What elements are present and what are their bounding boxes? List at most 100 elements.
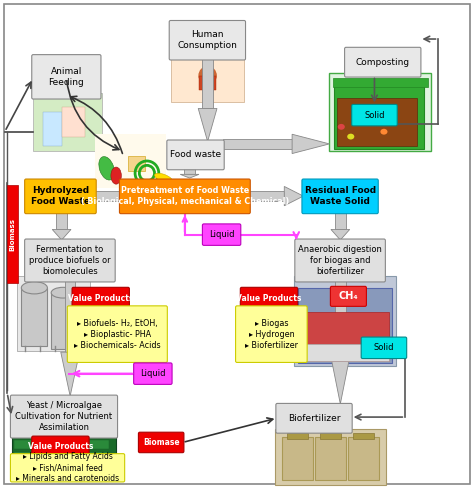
Text: Solid: Solid	[364, 111, 385, 120]
Bar	[335, 281, 346, 357]
Polygon shape	[331, 229, 350, 240]
Bar	[334, 85, 424, 149]
Bar	[128, 156, 145, 171]
Bar	[33, 93, 102, 151]
Text: Value Products: Value Products	[68, 294, 133, 303]
Text: Value Products: Value Products	[237, 294, 301, 303]
Text: Composting: Composting	[356, 58, 410, 67]
FancyBboxPatch shape	[25, 179, 96, 214]
Text: ▸ Biogas
▸ Hydrogen
▸ Biofertilizer: ▸ Biogas ▸ Hydrogen ▸ Biofertilizer	[245, 319, 298, 350]
Ellipse shape	[99, 157, 114, 180]
FancyBboxPatch shape	[352, 104, 397, 126]
Text: ▸ Lipids and Fatty Acids
▸ Fish/Animal feed
▸ Minerals and carotenoids: ▸ Lipids and Fatty Acids ▸ Fish/Animal f…	[16, 452, 119, 484]
FancyBboxPatch shape	[119, 179, 250, 214]
Bar	[282, 437, 313, 481]
Text: Food waste: Food waste	[170, 150, 221, 160]
Bar	[287, 433, 308, 439]
Ellipse shape	[366, 119, 374, 125]
Text: CH₄: CH₄	[338, 291, 358, 302]
FancyBboxPatch shape	[32, 55, 101, 99]
Polygon shape	[52, 229, 71, 240]
Bar	[171, 54, 244, 102]
Bar	[199, 76, 216, 90]
Ellipse shape	[337, 124, 345, 130]
Bar	[14, 440, 109, 449]
Bar	[337, 98, 417, 146]
Bar	[249, 191, 284, 202]
FancyBboxPatch shape	[302, 179, 378, 214]
FancyBboxPatch shape	[134, 363, 172, 385]
Ellipse shape	[111, 167, 121, 184]
Bar	[275, 429, 386, 486]
Bar	[301, 344, 389, 361]
Bar	[294, 276, 396, 366]
FancyBboxPatch shape	[10, 395, 118, 438]
FancyBboxPatch shape	[25, 239, 115, 282]
Bar	[17, 276, 90, 351]
Text: Anaerobic digestion
for biogas and
biofertilizer: Anaerobic digestion for biogas and biofe…	[298, 245, 382, 276]
Text: Liquid: Liquid	[209, 230, 234, 239]
Bar	[298, 288, 392, 364]
Ellipse shape	[21, 282, 47, 294]
Circle shape	[199, 67, 216, 84]
Text: Residual Food
Waste Solid: Residual Food Waste Solid	[304, 186, 376, 206]
Bar	[62, 107, 85, 137]
Bar	[95, 134, 166, 188]
Ellipse shape	[380, 129, 387, 135]
Polygon shape	[66, 186, 85, 206]
Text: Biofertilizer: Biofertilizer	[288, 414, 340, 423]
Polygon shape	[331, 357, 350, 404]
Text: Pretreatment of Food Waste
( Biological, Physical, mechanical & Chemical): Pretreatment of Food Waste ( Biological,…	[81, 186, 289, 206]
Text: Biomass: Biomass	[9, 218, 15, 251]
Ellipse shape	[347, 134, 354, 140]
Text: Hydrolyzed
Food Waste: Hydrolyzed Food Waste	[31, 186, 90, 206]
FancyBboxPatch shape	[276, 404, 352, 433]
Text: Solid: Solid	[374, 343, 394, 352]
FancyBboxPatch shape	[138, 432, 184, 453]
FancyBboxPatch shape	[67, 306, 167, 363]
Bar	[329, 73, 431, 151]
FancyBboxPatch shape	[32, 436, 89, 458]
Bar	[223, 139, 292, 149]
Bar	[333, 78, 428, 87]
FancyBboxPatch shape	[167, 140, 224, 170]
FancyBboxPatch shape	[240, 287, 298, 309]
Text: Human
Consumption: Human Consumption	[177, 30, 237, 50]
Bar	[335, 212, 346, 229]
Bar	[348, 437, 379, 481]
Ellipse shape	[51, 287, 75, 298]
Bar	[202, 55, 213, 108]
Text: Animal
Feeding: Animal Feeding	[48, 67, 84, 87]
Bar	[65, 281, 75, 352]
Bar	[184, 168, 195, 174]
Bar	[14, 452, 109, 461]
Text: Liquid: Liquid	[140, 369, 165, 378]
Bar	[14, 465, 109, 473]
FancyBboxPatch shape	[236, 306, 307, 363]
Bar	[12, 434, 116, 478]
Bar	[7, 185, 18, 283]
FancyBboxPatch shape	[10, 454, 125, 482]
Bar	[21, 288, 47, 346]
Polygon shape	[180, 174, 199, 178]
Polygon shape	[284, 186, 303, 206]
FancyBboxPatch shape	[361, 337, 407, 359]
Bar	[56, 212, 67, 229]
Polygon shape	[61, 352, 80, 396]
Text: Biomase: Biomase	[143, 438, 180, 447]
Bar	[301, 312, 389, 361]
FancyBboxPatch shape	[202, 224, 241, 245]
FancyBboxPatch shape	[169, 20, 246, 60]
Bar	[85, 191, 121, 202]
FancyBboxPatch shape	[345, 47, 421, 77]
FancyBboxPatch shape	[295, 239, 385, 282]
Text: ▸ Biofuels- H₂, EtOH,
▸ Bioplastic- PHA
▸ Biochemicals- Acids: ▸ Biofuels- H₂, EtOH, ▸ Bioplastic- PHA …	[74, 319, 161, 350]
FancyBboxPatch shape	[330, 286, 366, 306]
Text: Value Products: Value Products	[28, 442, 93, 451]
Text: Yeast / Microalgae
Cultivation for Nutrient
Assimilation: Yeast / Microalgae Cultivation for Nutri…	[16, 401, 112, 432]
Text: Fermentation to
produce biofuels or
biomolecules: Fermentation to produce biofuels or biom…	[29, 245, 111, 276]
Polygon shape	[292, 134, 329, 154]
Bar	[320, 433, 341, 439]
FancyBboxPatch shape	[72, 287, 129, 309]
Ellipse shape	[155, 173, 173, 183]
